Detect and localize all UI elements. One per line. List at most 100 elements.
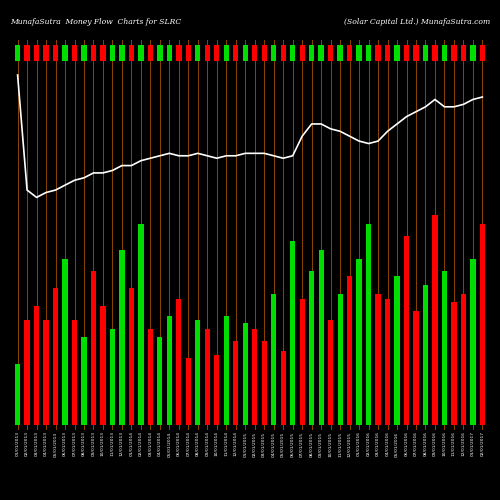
Bar: [252, 328, 258, 425]
Bar: [24, 320, 29, 425]
Bar: [100, 45, 105, 61]
Bar: [461, 294, 466, 425]
Bar: [470, 258, 476, 425]
Bar: [138, 45, 143, 61]
Bar: [309, 271, 314, 425]
Bar: [24, 45, 29, 61]
Text: MunafaSutra  Money Flow  Charts for SLRC: MunafaSutra Money Flow Charts for SLRC: [10, 18, 181, 25]
Bar: [53, 288, 58, 425]
Bar: [195, 320, 200, 425]
Bar: [271, 45, 276, 61]
Bar: [110, 328, 115, 425]
Bar: [376, 45, 380, 61]
Bar: [452, 302, 456, 425]
Bar: [214, 355, 220, 425]
Bar: [338, 294, 342, 425]
Bar: [356, 45, 362, 61]
Bar: [271, 294, 276, 425]
Bar: [186, 45, 191, 61]
Bar: [432, 45, 438, 61]
Bar: [423, 285, 428, 425]
Bar: [129, 45, 134, 61]
Bar: [214, 45, 220, 61]
Bar: [347, 276, 352, 425]
Bar: [148, 45, 153, 61]
Bar: [318, 250, 324, 425]
Bar: [204, 328, 210, 425]
Bar: [120, 45, 124, 61]
Bar: [480, 224, 485, 425]
Bar: [233, 45, 238, 61]
Bar: [15, 45, 20, 61]
Bar: [338, 45, 343, 61]
Bar: [176, 299, 182, 425]
Bar: [129, 288, 134, 425]
Bar: [252, 45, 258, 61]
Bar: [376, 294, 380, 425]
Bar: [176, 45, 182, 61]
Bar: [242, 324, 248, 425]
Bar: [120, 250, 124, 425]
Bar: [167, 316, 172, 425]
Bar: [404, 45, 409, 61]
Bar: [404, 236, 409, 425]
Bar: [233, 341, 238, 425]
Text: (Solar Capital Ltd.) MunafaSutra.com: (Solar Capital Ltd.) MunafaSutra.com: [344, 18, 490, 25]
Bar: [195, 45, 200, 61]
Bar: [110, 45, 115, 61]
Bar: [262, 45, 267, 61]
Bar: [53, 45, 58, 61]
Bar: [158, 338, 162, 425]
Bar: [366, 224, 371, 425]
Bar: [300, 299, 305, 425]
Bar: [166, 45, 172, 61]
Bar: [414, 45, 418, 61]
Bar: [157, 45, 162, 61]
Bar: [347, 45, 352, 61]
Bar: [318, 45, 324, 61]
Bar: [34, 45, 39, 61]
Bar: [44, 320, 49, 425]
Bar: [300, 45, 305, 61]
Bar: [442, 45, 447, 61]
Bar: [91, 45, 96, 61]
Bar: [470, 45, 476, 61]
Bar: [423, 45, 428, 61]
Bar: [262, 341, 267, 425]
Bar: [366, 45, 371, 61]
Bar: [91, 271, 96, 425]
Bar: [452, 45, 456, 61]
Bar: [290, 241, 296, 425]
Bar: [328, 45, 334, 61]
Bar: [34, 306, 39, 425]
Bar: [328, 320, 333, 425]
Bar: [385, 299, 390, 425]
Bar: [224, 316, 229, 425]
Bar: [72, 320, 77, 425]
Bar: [442, 271, 447, 425]
Bar: [62, 45, 68, 61]
Bar: [309, 45, 314, 61]
Bar: [414, 311, 418, 425]
Bar: [280, 352, 286, 425]
Bar: [204, 45, 210, 61]
Bar: [138, 224, 143, 425]
Bar: [82, 45, 86, 61]
Bar: [242, 45, 248, 61]
Bar: [394, 276, 400, 425]
Bar: [82, 338, 86, 425]
Bar: [356, 258, 362, 425]
Bar: [385, 45, 390, 61]
Bar: [186, 358, 191, 425]
Bar: [432, 215, 438, 425]
Bar: [280, 45, 286, 61]
Bar: [290, 45, 296, 61]
Bar: [148, 328, 153, 425]
Bar: [72, 45, 77, 61]
Bar: [224, 45, 229, 61]
Bar: [100, 306, 105, 425]
Bar: [461, 45, 466, 61]
Bar: [394, 45, 400, 61]
Bar: [15, 364, 20, 425]
Bar: [44, 45, 49, 61]
